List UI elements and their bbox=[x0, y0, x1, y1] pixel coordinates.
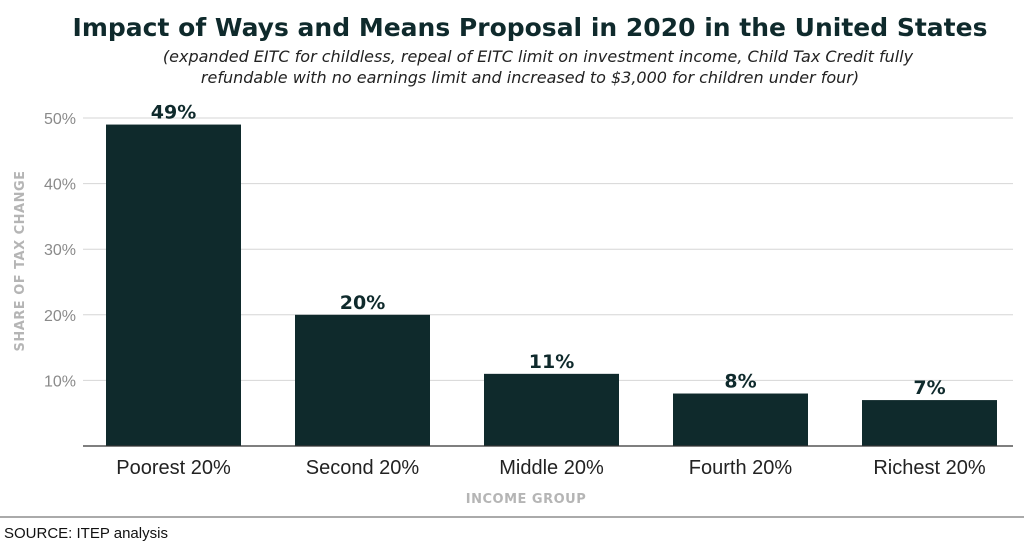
bar-5 bbox=[862, 400, 997, 446]
y-tick-label: 20% bbox=[44, 308, 76, 325]
y-axis-title: SHARE OF TAX CHANGE bbox=[13, 170, 28, 351]
x-axis-categories: Poorest 20% Second 20% Middle 20% Fourth 20… bbox=[116, 457, 986, 479]
y-tick-label: 10% bbox=[44, 373, 76, 390]
source-note: SOURCE: ITEP analysis bbox=[4, 525, 168, 542]
category-label-1: Poorest 20% bbox=[116, 457, 231, 479]
x-axis-title: INCOME GROUP bbox=[466, 492, 586, 507]
y-tick-label: 30% bbox=[44, 242, 76, 259]
bar-3 bbox=[484, 373, 619, 446]
data-label-4: 8% bbox=[724, 371, 756, 393]
data-labels: 49% 20% 11% 8% 7% bbox=[151, 102, 946, 400]
y-tick-label: 40% bbox=[44, 177, 76, 194]
category-label-4: Fourth 20% bbox=[689, 457, 793, 479]
bar-1 bbox=[106, 124, 241, 446]
data-label-3: 11% bbox=[529, 351, 574, 373]
data-label-2: 20% bbox=[340, 292, 385, 314]
chart-subtitle-line-1: (expanded EITC for childless, repeal of … bbox=[163, 47, 914, 66]
chart-title: Impact of Ways and Means Proposal in 202… bbox=[73, 13, 988, 42]
y-axis-ticks: 10% 20% 30% 40% 50% bbox=[44, 111, 76, 390]
bar-4 bbox=[673, 393, 808, 446]
data-label-1: 49% bbox=[151, 102, 196, 124]
bar-2 bbox=[295, 314, 430, 446]
bars bbox=[106, 124, 997, 446]
y-tick-label: 50% bbox=[44, 111, 76, 128]
category-label-3: Middle 20% bbox=[499, 457, 604, 479]
data-label-5: 7% bbox=[913, 377, 945, 399]
category-label-5: Richest 20% bbox=[873, 457, 985, 479]
chart-subtitle-line-2: refundable with no earnings limit and in… bbox=[201, 68, 859, 87]
category-label-2: Second 20% bbox=[306, 457, 420, 479]
